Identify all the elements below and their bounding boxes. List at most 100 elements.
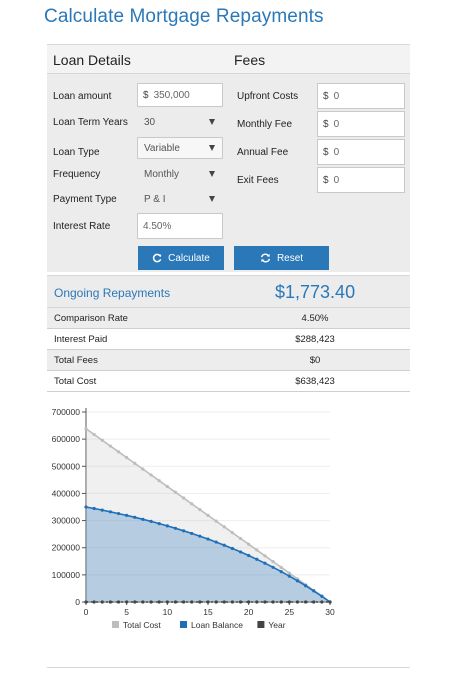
year-point	[295, 600, 300, 604]
year-point	[157, 600, 161, 604]
page-title: Calculate Mortgage Repayments	[44, 6, 324, 27]
total-cost-point	[222, 525, 226, 529]
monthly-fee-prefix: $	[323, 118, 329, 130]
total-cost-point	[206, 513, 210, 517]
loan-balance-point	[230, 546, 234, 551]
loan-balance-point	[133, 515, 137, 519]
row-label: Interest Paid	[54, 334, 108, 345]
x-tick-label: 15	[203, 607, 213, 617]
loan-balance-point	[125, 513, 129, 517]
repayments-header: Ongoing Repayments $1,773.40	[47, 276, 410, 308]
loan-balance-point	[198, 534, 202, 538]
loan-balance-point	[173, 526, 178, 530]
calculate-button[interactable]: Calculate	[138, 246, 224, 270]
interest-rate-input[interactable]: 4.50%	[137, 213, 223, 239]
loan-term-select[interactable]: 30	[137, 111, 223, 133]
row-label: Total Cost	[54, 376, 97, 387]
upfront-costs-prefix: $	[323, 90, 329, 102]
year-point	[125, 600, 129, 604]
year-point	[100, 600, 104, 604]
year-point	[247, 600, 251, 604]
loan-balance-point	[182, 529, 186, 533]
total-cost-point	[214, 519, 218, 523]
annual-fee-input[interactable]: $ 0	[317, 139, 405, 165]
fees-heading: Fees	[234, 52, 266, 68]
y-tick-label: 600000	[52, 434, 81, 444]
loan-balance-point	[304, 584, 308, 588]
refresh-icon	[153, 253, 162, 263]
repayment-amount: $1,773.40	[275, 282, 356, 302]
year-point	[255, 600, 259, 604]
x-tick-label: 30	[325, 607, 335, 617]
loan-balance-point	[141, 517, 145, 521]
loan-balance-point	[149, 519, 153, 524]
total-cost-point	[238, 536, 243, 541]
loan-balance-area	[86, 507, 330, 602]
loan-amount-input[interactable]: $ 350,000	[137, 83, 223, 107]
total-cost-point	[263, 554, 267, 558]
loan-balance-point	[320, 594, 324, 598]
year-point	[108, 600, 112, 604]
exit-fees-prefix: $	[323, 174, 329, 186]
loan-balance-point	[222, 543, 226, 547]
upfront-costs-input[interactable]: $ 0	[317, 83, 405, 109]
x-tick-label: 20	[244, 607, 254, 617]
row-value: $638,423	[295, 376, 335, 387]
monthly-fee-input[interactable]: $ 0	[317, 111, 405, 137]
reset-button[interactable]: Reset	[234, 246, 329, 270]
table-row: Total Fees $0	[47, 350, 410, 371]
loan-amount-prefix: $	[143, 89, 149, 101]
total-cost-point	[84, 427, 88, 431]
total-cost-point	[133, 461, 137, 465]
reset-button-label: Reset	[276, 252, 304, 264]
year-point	[182, 600, 186, 604]
x-tick-label: 0	[84, 607, 89, 617]
loan-balance-point	[214, 540, 218, 544]
loan-balance-point	[279, 570, 283, 574]
frequency-value: Monthly	[144, 168, 180, 180]
loan-balance-point	[84, 505, 88, 509]
exit-fees-input[interactable]: $ 0	[317, 167, 405, 193]
row-value: $0	[309, 355, 321, 366]
year-point	[198, 600, 202, 604]
y-tick-label: 100000	[52, 570, 81, 580]
loan-type-select[interactable]: Variable	[137, 137, 223, 159]
total-cost-point	[182, 496, 186, 500]
loan-balance-point	[206, 537, 210, 541]
total-cost-point	[100, 438, 104, 442]
loan-balance-point	[165, 524, 169, 528]
y-tick-label: 200000	[52, 543, 81, 553]
year-point	[279, 600, 283, 604]
calculate-button-label: Calculate	[168, 252, 210, 264]
annual-fee-prefix: $	[323, 146, 329, 158]
table-row: Total Cost $638,423	[47, 371, 410, 392]
monthly-fee-label: Monthly Fee	[237, 119, 293, 130]
repayments-table: Comparison Rate 4.50% Interest Paid $288…	[47, 308, 410, 392]
total-cost-point	[230, 531, 234, 535]
total-cost-point	[255, 548, 259, 552]
year-point	[271, 600, 275, 604]
year-point	[214, 600, 218, 604]
total-cost-point	[116, 450, 121, 454]
year-point	[304, 600, 308, 604]
loan-type-label: Loan Type	[53, 147, 100, 158]
loan-balance-point	[190, 531, 194, 536]
x-tick-label: 10	[163, 607, 173, 617]
loan-balance-point	[157, 522, 161, 526]
legend-swatch-loan-balance	[180, 621, 187, 628]
y-tick-label: 0	[75, 597, 80, 607]
year-point	[165, 600, 169, 604]
frequency-select[interactable]: Monthly	[137, 163, 223, 185]
total-cost-point	[165, 484, 169, 489]
loan-amount-label: Loan amount	[53, 91, 112, 102]
exit-fees-label: Exit Fees	[237, 175, 279, 186]
payment-type-select[interactable]: P & I	[137, 188, 223, 210]
annual-fee-label: Annual Fee	[237, 147, 289, 158]
year-point	[287, 600, 291, 604]
year-point	[320, 600, 324, 604]
year-point	[328, 600, 332, 604]
total-cost-point	[125, 455, 129, 460]
loan-term-value: 30	[144, 116, 156, 128]
total-cost-point	[271, 559, 275, 564]
table-row: Interest Paid $288,423	[47, 329, 410, 350]
